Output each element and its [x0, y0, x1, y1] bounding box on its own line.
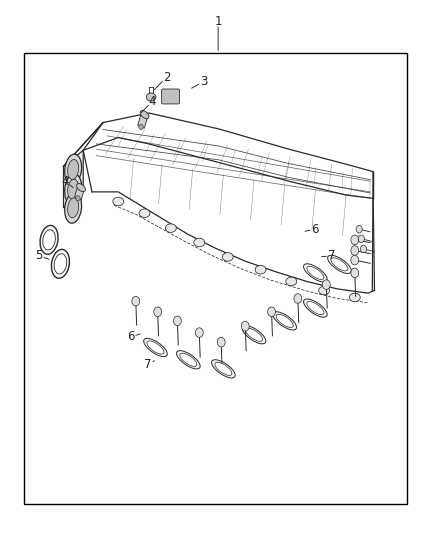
Ellipse shape — [67, 179, 79, 199]
Ellipse shape — [77, 183, 85, 192]
Ellipse shape — [255, 265, 266, 274]
Circle shape — [241, 321, 249, 331]
Circle shape — [268, 307, 276, 317]
Ellipse shape — [180, 353, 197, 366]
Ellipse shape — [65, 192, 81, 223]
Ellipse shape — [194, 238, 205, 247]
Circle shape — [358, 235, 364, 243]
Text: 5: 5 — [35, 249, 42, 262]
Text: 2: 2 — [162, 71, 170, 84]
Text: 6: 6 — [127, 330, 134, 343]
Circle shape — [322, 280, 330, 289]
Ellipse shape — [140, 110, 149, 119]
Ellipse shape — [65, 174, 81, 205]
Ellipse shape — [65, 154, 81, 185]
Circle shape — [351, 255, 359, 265]
Circle shape — [76, 196, 80, 201]
Ellipse shape — [147, 341, 164, 354]
Circle shape — [195, 328, 203, 337]
Ellipse shape — [144, 338, 167, 357]
Ellipse shape — [304, 264, 327, 282]
Ellipse shape — [67, 159, 79, 180]
Ellipse shape — [307, 266, 324, 279]
Text: 1: 1 — [214, 15, 222, 28]
Ellipse shape — [212, 360, 235, 378]
Ellipse shape — [242, 326, 266, 344]
Ellipse shape — [166, 224, 176, 232]
Circle shape — [351, 268, 359, 278]
Text: 3: 3 — [200, 75, 207, 88]
Ellipse shape — [215, 362, 232, 375]
Ellipse shape — [318, 286, 330, 295]
Ellipse shape — [246, 328, 262, 341]
Circle shape — [139, 124, 143, 130]
Circle shape — [132, 296, 140, 306]
Ellipse shape — [286, 277, 297, 286]
Polygon shape — [74, 186, 85, 200]
Text: 6: 6 — [311, 223, 319, 236]
Circle shape — [154, 307, 162, 317]
Bar — [24, 53, 407, 504]
Text: 7: 7 — [144, 358, 152, 371]
Ellipse shape — [54, 254, 67, 274]
Ellipse shape — [177, 351, 200, 369]
Circle shape — [217, 337, 225, 347]
Ellipse shape — [276, 314, 293, 327]
Circle shape — [360, 245, 367, 253]
Polygon shape — [64, 150, 83, 208]
Ellipse shape — [67, 198, 79, 218]
Ellipse shape — [51, 249, 70, 278]
Ellipse shape — [328, 255, 351, 273]
Ellipse shape — [307, 302, 324, 314]
Circle shape — [351, 235, 359, 245]
Ellipse shape — [350, 293, 360, 302]
Ellipse shape — [113, 197, 124, 206]
Ellipse shape — [304, 299, 327, 317]
Ellipse shape — [146, 93, 156, 101]
Ellipse shape — [40, 225, 58, 254]
Ellipse shape — [331, 258, 348, 271]
Ellipse shape — [273, 312, 297, 330]
Text: 7: 7 — [328, 249, 336, 262]
Circle shape — [294, 294, 302, 303]
Text: 4: 4 — [148, 95, 156, 108]
Circle shape — [356, 225, 362, 233]
Circle shape — [351, 246, 359, 255]
Circle shape — [173, 316, 181, 326]
Text: 4: 4 — [61, 175, 69, 188]
Polygon shape — [138, 113, 148, 128]
FancyBboxPatch shape — [162, 89, 180, 104]
Ellipse shape — [223, 253, 233, 261]
Ellipse shape — [43, 230, 55, 250]
Ellipse shape — [139, 209, 150, 217]
